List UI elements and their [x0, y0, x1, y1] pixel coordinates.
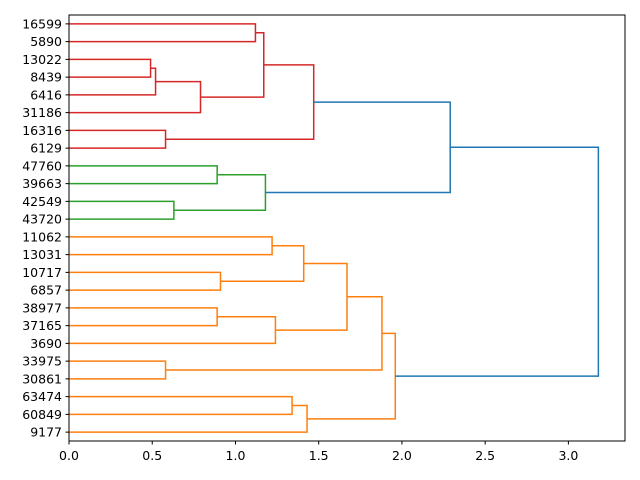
- leaf-label: 60849: [22, 407, 62, 422]
- dendrogram-link-22: [395, 146, 600, 377]
- leaf-label: 9177: [30, 425, 62, 440]
- leaf-label: 13031: [22, 247, 62, 262]
- dendrogram-link-21: [307, 332, 397, 420]
- axes-frame: [68, 14, 626, 442]
- leaf-label: 38977: [22, 300, 62, 315]
- dendrogram-link-7: [69, 165, 218, 185]
- dendrogram-link-15: [69, 316, 277, 345]
- x-axis-ticks: 0.0 0.5 1.0 1.5 2.0 2.5 3.0: [59, 441, 578, 463]
- dendrogram-link-5: [69, 129, 167, 149]
- leaf-label: 6129: [30, 141, 62, 156]
- dendrogram-link-13: [220, 245, 305, 282]
- dendrogram-link-1: [69, 58, 152, 78]
- leaf-label: 8439: [30, 70, 62, 85]
- dendrogram-link-8: [69, 200, 175, 220]
- leaf-label: 5890: [30, 34, 62, 49]
- leaf-label: 16599: [22, 16, 62, 31]
- dendrogram-link-12: [69, 271, 222, 291]
- leaf-label: 63474: [22, 389, 62, 404]
- dendrogram-link-2: [69, 67, 157, 96]
- leaf-label: 11062: [22, 229, 62, 244]
- leaf-label: 33975: [22, 354, 62, 369]
- dendrogram-link-10: [265, 101, 451, 194]
- x-tick-label: 1.0: [226, 448, 246, 463]
- leaf-label: 47760: [22, 158, 62, 173]
- dendrogram-link-14: [69, 307, 218, 327]
- leaf-label: 3690: [30, 336, 62, 351]
- dendrogram-links: [69, 23, 600, 433]
- dendrogram-link-3: [69, 80, 202, 114]
- leaf-label: 6857: [30, 283, 62, 298]
- dendrogram-link-20: [69, 404, 308, 433]
- x-tick-label: 0.5: [142, 448, 162, 463]
- x-tick-label: 2.0: [392, 448, 412, 463]
- dendrogram-link-4: [200, 32, 265, 98]
- leaf-label: 30861: [22, 371, 62, 386]
- dendrogram-link-9: [173, 174, 267, 211]
- x-tick-label: 1.5: [309, 448, 329, 463]
- leaf-label: 37165: [22, 318, 62, 333]
- leaf-label: 10717: [22, 265, 62, 280]
- dendrogram-link-0: [69, 23, 257, 43]
- leaf-label: 16316: [22, 123, 62, 138]
- x-tick-label: 2.5: [475, 448, 495, 463]
- leaf-label: 43720: [22, 212, 62, 227]
- leaf-label: 13022: [22, 52, 62, 67]
- leaf-label: 6416: [30, 87, 62, 102]
- x-tick-label: 3.0: [558, 448, 578, 463]
- dendrogram-link-18: [165, 296, 383, 371]
- leaf-labels: 16599 5890 13022 8439 6416 31186 16316 6129 4776…: [22, 16, 69, 440]
- dendrogram-link-6: [165, 64, 315, 140]
- dendrogram-link-16: [275, 262, 348, 331]
- leaf-label: 42549: [22, 194, 62, 209]
- x-tick-label: 0.0: [59, 448, 79, 463]
- dendrogram-link-19: [69, 395, 293, 416]
- leaf-label: 39663: [22, 176, 62, 191]
- dendrogram-link-11: [69, 236, 273, 256]
- dendrogram-link-17: [69, 360, 167, 380]
- leaf-label: 31186: [22, 105, 62, 120]
